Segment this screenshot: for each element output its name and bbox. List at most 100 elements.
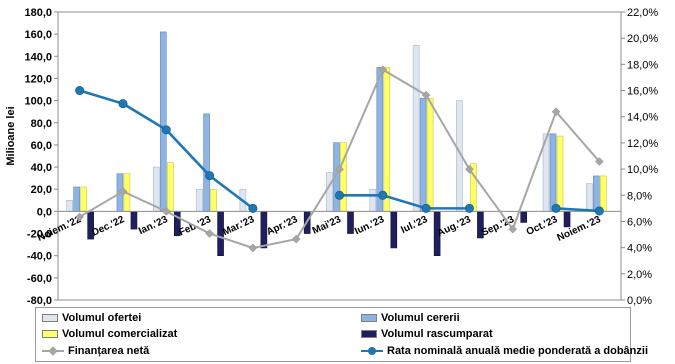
x-tick-label: Mar.'23	[221, 214, 256, 238]
marker-rata	[334, 190, 344, 200]
bar-ofertei	[326, 172, 333, 212]
marker-rata	[594, 206, 604, 216]
y2-tick-label: 12,0%	[627, 138, 658, 150]
y-axis-title: Milioane lei	[5, 106, 17, 165]
legend-label: Volumul comercializat	[62, 328, 178, 340]
marker-rata	[248, 203, 258, 213]
x-tick-label: Dec.'22	[90, 214, 126, 239]
bar-ofertei	[369, 188, 377, 212]
y-tick-label: -40,0	[27, 251, 52, 263]
legend-swatch-rata	[361, 346, 383, 356]
legend-item-rascumparat: Volumul rascumparat	[361, 328, 493, 340]
y-tick-label: -80,0	[27, 295, 52, 307]
marker-finantare	[118, 187, 128, 196]
y2-tick-label: 20,0%	[627, 33, 658, 45]
y-tick-label: 100,0	[24, 96, 52, 108]
bar-comercializat	[166, 162, 174, 212]
marker-finantare	[75, 212, 85, 222]
y-tick-label: 140,0	[24, 51, 52, 63]
legend-label: Volumul ofertei	[62, 312, 142, 324]
marker-finantare	[205, 229, 214, 238]
marker-rata	[421, 203, 431, 213]
marker-rata	[551, 203, 561, 213]
marker-rata	[75, 86, 85, 96]
legend-item-ofertei: Volumul ofertei	[42, 312, 141, 324]
marker-rata	[378, 190, 388, 200]
y2-tick-label: 8,0%	[627, 190, 652, 202]
marker-finantare	[421, 90, 431, 100]
marker-finantare	[335, 164, 344, 174]
marker-finantare	[551, 107, 561, 117]
bar-ofertei	[66, 200, 73, 212]
legend-swatch-finantare	[42, 346, 64, 356]
x-tick-label: Aug.'23	[436, 214, 473, 239]
y-tick-label: -20,0	[27, 229, 52, 241]
legend-swatch-rascumparat	[361, 330, 377, 338]
bar-rascumparat	[520, 211, 528, 223]
y2-tick-label: 14,0%	[627, 112, 658, 124]
bar-comercializat	[383, 67, 391, 212]
legend-item-cererii: Volumul cererii	[361, 312, 460, 324]
bar-cererii	[419, 98, 427, 212]
marker-finantare	[161, 207, 171, 216]
bar-comercializat	[210, 188, 217, 212]
legend-label: Volumul rascumparat	[381, 328, 493, 340]
marker-rata	[205, 171, 215, 181]
x-tick-label: Mai'23	[311, 214, 343, 237]
marker-finantare	[594, 157, 604, 166]
legend-swatch-comercializat	[42, 330, 58, 338]
bar-comercializat	[600, 175, 607, 212]
bar-comercializat	[426, 98, 434, 212]
legend-item-finantare: Finanțarea netă	[42, 345, 149, 357]
bar-ofertei	[412, 44, 420, 212]
x-tick-label: Iun.'23	[353, 214, 386, 237]
line-rata	[339, 193, 470, 210]
legend-label: Finanțarea netă	[68, 345, 150, 357]
y-tick-label: 120,0	[24, 73, 52, 85]
legend-swatch-ofertei	[42, 314, 58, 322]
bar-cererii	[593, 175, 600, 212]
legend-item-rata: Rata nominală anuală medie ponderată a d…	[361, 345, 648, 357]
line-rata	[555, 207, 600, 213]
bar-comercializat	[556, 135, 564, 212]
y2-tick-label: 18,0%	[627, 59, 658, 71]
bar-cererii	[549, 133, 557, 212]
y2-tick-label: 10,0%	[627, 164, 658, 176]
x-tick-label: Apr.'23	[265, 214, 300, 238]
marker-finantare	[508, 224, 518, 234]
bar-cererii	[203, 113, 210, 212]
y2-tick-label: 22,0%	[627, 7, 658, 19]
marker-finantare	[378, 65, 388, 74]
y-tick-label: 60,0	[31, 140, 52, 152]
y-tick-label: 80,0	[31, 118, 52, 130]
marker-rata	[161, 125, 171, 135]
bar-cererii	[159, 31, 167, 212]
plot-area	[57, 11, 622, 301]
bar-rascumparat	[563, 211, 571, 228]
marker-rata	[118, 99, 128, 109]
bar-ofertei	[586, 183, 593, 212]
y-tick-label: 160,0	[24, 29, 52, 41]
y2-tick-label: 2,0%	[627, 269, 652, 281]
x-tick-label: Noiem.'23	[556, 214, 603, 244]
marker-rata	[464, 203, 474, 213]
y2-tick-label: 6,0%	[627, 216, 652, 228]
y-tick-label: -60,0	[27, 273, 52, 285]
y-tick-label: 20,0	[31, 184, 52, 196]
chart-svg: -80,0 -60,0 -40,0 -20,0 0,0 20,0 40,0 60,0 80,0 1…	[5, 7, 658, 307]
y2-tick-label: 16,0%	[627, 86, 658, 98]
y-tick-label: 40,0	[31, 162, 52, 174]
bar-comercializat	[80, 186, 87, 212]
bar-ofertei	[196, 188, 203, 212]
x-tick-label: Oct.'23	[525, 214, 560, 238]
y-tick-label: 0,0	[37, 206, 52, 218]
bar-cererii	[73, 186, 80, 212]
bar-rascumparat	[130, 211, 138, 230]
x-tick-label: Iul.'23	[399, 214, 429, 236]
legend-item-comercializat: Volumul comercializat	[42, 328, 177, 340]
bar-rascumparat	[390, 211, 398, 249]
y2-tick-label: 0,0%	[627, 295, 652, 307]
bar-rascumparat	[347, 211, 354, 234]
bar-cererii	[376, 67, 384, 212]
